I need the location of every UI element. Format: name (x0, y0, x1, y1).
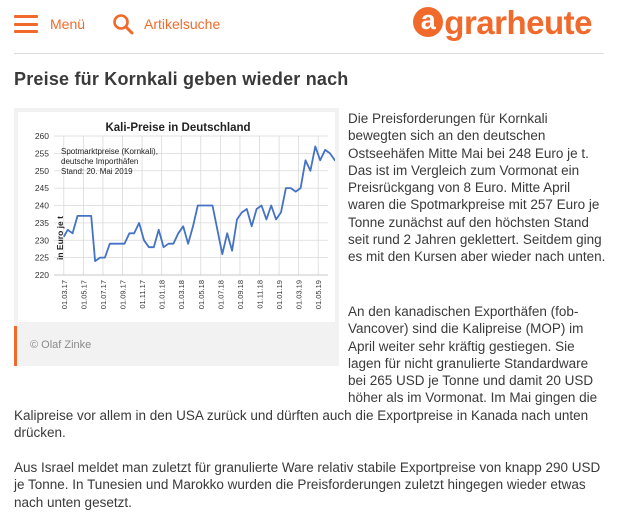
article-title: Preise für Kornkali geben wieder nach (14, 69, 349, 89)
chart-y-tick-label: 240 (35, 201, 49, 211)
logo-text: grarheute (444, 3, 592, 41)
chart-annotation-line-1: Spotmarktpreise (Kornkali), (61, 147, 158, 156)
chart-x-tick-label: 01.09.18 (236, 280, 245, 309)
chart-y-axis-label: in Euro je t (55, 216, 65, 260)
chart-x-tick-label: 01.01.19 (275, 280, 284, 309)
search-icon (113, 14, 134, 35)
chart-y-tick-label: 260 (35, 131, 49, 141)
article-search-button[interactable]: Artikelsuche (112, 12, 220, 36)
logo-a-circle: a (413, 7, 444, 37)
chart-series-line (63, 145, 335, 263)
chart-x-tick-label: 01.01.18 (158, 280, 167, 309)
chart-x-tick-label: 01.03.18 (177, 280, 186, 309)
chart-x-tick-label: 01.11.18 (256, 280, 265, 309)
chart-x-tick-label: 01.09.17 (119, 280, 128, 309)
chart-x-tick-label: 01.07.18 (216, 280, 225, 309)
article-figure: Kali-Preise in Deutschland 220 225 230 235 2… (14, 108, 339, 366)
search-label: Artikelsuche (144, 16, 221, 32)
chart-annotation-line-2: deutsche Importhäfen (61, 157, 138, 166)
article-paragraph-3: Aus Israel meldet man zuletzt für granul… (14, 460, 601, 510)
chart-x-tick-label: 01.03.17 (60, 280, 69, 309)
chart-x-tick-label: 01.03.19 (295, 280, 304, 309)
article-paragraph-2: An den kanadischen Exporthäfen (fob-Vanc… (348, 304, 598, 406)
chart-y-tick-label: 220 (35, 270, 49, 280)
figure-credit: © Olaf Zinke (30, 339, 92, 351)
article-paragraph-1: Die Preisforderungen für Kornkali bewegt… (348, 111, 606, 265)
header-divider (14, 53, 604, 54)
menu-button[interactable]: Menü (14, 12, 85, 36)
chart-x-tick-label: 01.05.17 (79, 280, 88, 309)
menu-label: Menü (50, 16, 86, 32)
chart-y-tick-label: 230 (35, 235, 49, 245)
site-header: Menü Artikelsuche a grarheute (0, 0, 618, 50)
chart-title: Kali-Preise in Deutschland (105, 122, 250, 134)
chart-x-tick-label: 01.05.19 (314, 280, 323, 309)
hamburger-icon (14, 15, 38, 33)
chart-y-tick-label: 225 (35, 253, 49, 263)
figure-accent-bar (14, 326, 17, 366)
chart-y-tick-label: 235 (35, 218, 49, 228)
chart-y-tick-label: 255 (35, 148, 49, 158)
chart-y-tick-label: 250 (35, 166, 49, 176)
chart-background (18, 112, 335, 322)
chart-x-tick-label: 01.05.18 (197, 280, 206, 309)
chart-x-tick-label: 01.11.17 (138, 280, 147, 309)
article-paragraph-2-continued: Kalipreise vor allem in den USA zurück u… (14, 408, 589, 441)
chart-y-tick-label: 245 (35, 183, 49, 193)
price-chart: Kali-Preise in Deutschland 220 225 230 235 2… (18, 112, 335, 322)
chart-x-tick-label: 01.07.17 (99, 280, 108, 309)
chart-annotation-line-3: Stand: 20. Mai 2019 (61, 167, 133, 176)
agrarheute-logo[interactable]: a grarheute (413, 2, 592, 42)
